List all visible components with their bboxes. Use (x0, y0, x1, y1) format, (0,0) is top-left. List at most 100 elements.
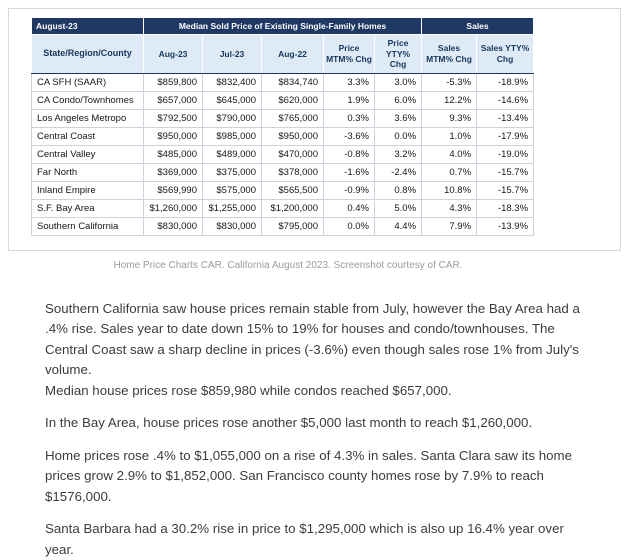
value-cell: -15.7% (476, 180, 535, 200)
value-cell: 12.2% (421, 90, 478, 110)
value-cell: $489,000 (202, 144, 262, 164)
value-cell: $565,500 (261, 180, 324, 200)
value-cell: $834,740 (261, 72, 324, 92)
value-cell: $375,000 (202, 162, 262, 182)
value-cell: -14.6% (476, 90, 535, 110)
value-cell: $1,255,000 (202, 198, 262, 218)
value-cell: 7.9% (421, 216, 478, 236)
value-cell: $950,000 (143, 126, 203, 146)
band-month-label: August-23 (31, 17, 144, 35)
table-row: S.F. Bay Area $1,260,000 $1,255,000 $1,200,… (31, 198, 535, 218)
column-header-aug22: Aug-22 (261, 34, 324, 74)
band-row: August-23 Median Sold Price of Existing … (31, 17, 535, 35)
value-cell: 3.3% (323, 72, 375, 92)
price-table: August-23 Median Sold Price of Existing … (31, 17, 535, 236)
value-cell: $645,000 (202, 90, 262, 110)
value-cell: -15.7% (476, 162, 535, 182)
value-cell: 4.3% (421, 198, 478, 218)
value-cell: $1,200,000 (261, 198, 324, 218)
column-header-sales-mtm: Sales MTM% Chg (421, 34, 478, 74)
table-row: Central Coast $950,000 $985,000 $950,000 -3.… (31, 126, 535, 146)
region-cell: Far North (31, 162, 144, 182)
value-cell: 0.4% (323, 198, 375, 218)
value-cell: $378,000 (261, 162, 324, 182)
column-header-price-yty: Price YTY% Chg (373, 34, 423, 74)
value-cell: 3.0% (373, 72, 423, 92)
paragraph: In the Bay Area, house prices rose anoth… (45, 415, 533, 431)
paragraph: Santa Barbara had a 30.2% rise in price … (45, 521, 564, 557)
value-cell: 1.9% (323, 90, 375, 110)
value-cell: $790,000 (202, 108, 262, 128)
region-cell: Southern California (31, 216, 144, 236)
column-header-row: State/Region/County Aug-23 Jul-23 Aug-22… (31, 34, 535, 74)
value-cell: $830,000 (202, 216, 262, 236)
value-cell: 0.0% (323, 216, 375, 236)
value-cell: -18.9% (476, 72, 535, 92)
screenshot-frame: August-23 Median Sold Price of Existing … (8, 8, 621, 251)
column-header-sales-yty: Sales YTY% Chg (476, 34, 535, 74)
value-cell: -13.4% (476, 108, 535, 128)
paragraph: Home prices rose .4% to $1,055,000 on a … (45, 447, 572, 504)
article-body: Southern California saw house prices rem… (45, 299, 592, 560)
value-cell: 3.2% (373, 144, 423, 164)
band-sales-label: Sales (421, 17, 535, 35)
value-cell: -5.3% (421, 72, 478, 92)
table-row: Central Valley $485,000 $489,000 $470,000 -0… (31, 144, 535, 164)
value-cell: $859,800 (143, 72, 203, 92)
value-cell: $765,000 (261, 108, 324, 128)
region-cell: S.F. Bay Area (31, 198, 144, 218)
table-row: Far North $369,000 $375,000 $378,000 -1.6% -2… (31, 162, 535, 182)
value-cell: -0.9% (323, 180, 375, 200)
value-cell: $485,000 (143, 144, 203, 164)
value-cell: $575,000 (202, 180, 262, 200)
region-cell: CA SFH (SAAR) (31, 72, 144, 92)
table-caption: Home Price Charts CAR. California August… (113, 259, 463, 271)
value-cell: -3.6% (323, 126, 375, 146)
value-cell: 9.3% (421, 108, 478, 128)
value-cell: $792,500 (143, 108, 203, 128)
value-cell: $369,000 (143, 162, 203, 182)
article: Southern California saw house prices rem… (45, 299, 592, 560)
value-cell: 0.8% (373, 180, 423, 200)
region-cell: Los Angeles Metropo (31, 108, 144, 128)
value-cell: 4.4% (373, 216, 423, 236)
table-row: CA SFH (SAAR) $859,800 $832,400 $834,740 3.3… (31, 72, 535, 92)
value-cell: $950,000 (261, 126, 324, 146)
column-header-region: State/Region/County (31, 34, 144, 74)
value-cell: $569,990 (143, 180, 203, 200)
region-cell: Central Valley (31, 144, 144, 164)
value-cell: 6.0% (373, 90, 423, 110)
value-cell: 0.7% (421, 162, 478, 182)
value-cell: -17.9% (476, 126, 535, 146)
table-figure: August-23 Median Sold Price of Existing … (8, 8, 621, 271)
page: August-23 Median Sold Price of Existing … (0, 8, 627, 560)
column-header-jul23: Jul-23 (202, 34, 262, 74)
value-cell: -19.0% (476, 144, 535, 164)
table-row: Los Angeles Metropo $792,500 $790,000 $765,… (31, 108, 535, 128)
value-cell: 0.0% (373, 126, 423, 146)
value-cell: 10.8% (421, 180, 478, 200)
value-cell: 4.0% (421, 144, 478, 164)
value-cell: $985,000 (202, 126, 262, 146)
value-cell: $795,000 (261, 216, 324, 236)
value-cell: $657,000 (143, 90, 203, 110)
value-cell: $620,000 (261, 90, 324, 110)
value-cell: 1.0% (421, 126, 478, 146)
value-cell: -13.9% (476, 216, 535, 236)
value-cell: $470,000 (261, 144, 324, 164)
table-row: Inland Empire $569,990 $575,000 $565,500 -0.… (31, 180, 535, 200)
paragraph: Southern California saw house prices rem… (45, 300, 580, 378)
value-cell: -18.3% (476, 198, 535, 218)
value-cell: 5.0% (373, 198, 423, 218)
value-cell: -2.4% (373, 162, 423, 182)
region-cell: Central Coast (31, 126, 144, 146)
price-table-body: CA SFH (SAAR) $859,800 $832,400 $834,740 3.3… (31, 72, 535, 236)
region-cell: CA Condo/Townhomes (31, 90, 144, 110)
value-cell: -1.6% (323, 162, 375, 182)
column-header-price-mtm: Price MTM% Chg (323, 34, 375, 74)
region-cell: Inland Empire (31, 180, 144, 200)
value-cell: -0.8% (323, 144, 375, 164)
value-cell: $1,260,000 (143, 198, 203, 218)
column-header-aug23: Aug-23 (143, 34, 203, 74)
band-median-price-label: Median Sold Price of Existing Single-Fam… (142, 17, 423, 35)
